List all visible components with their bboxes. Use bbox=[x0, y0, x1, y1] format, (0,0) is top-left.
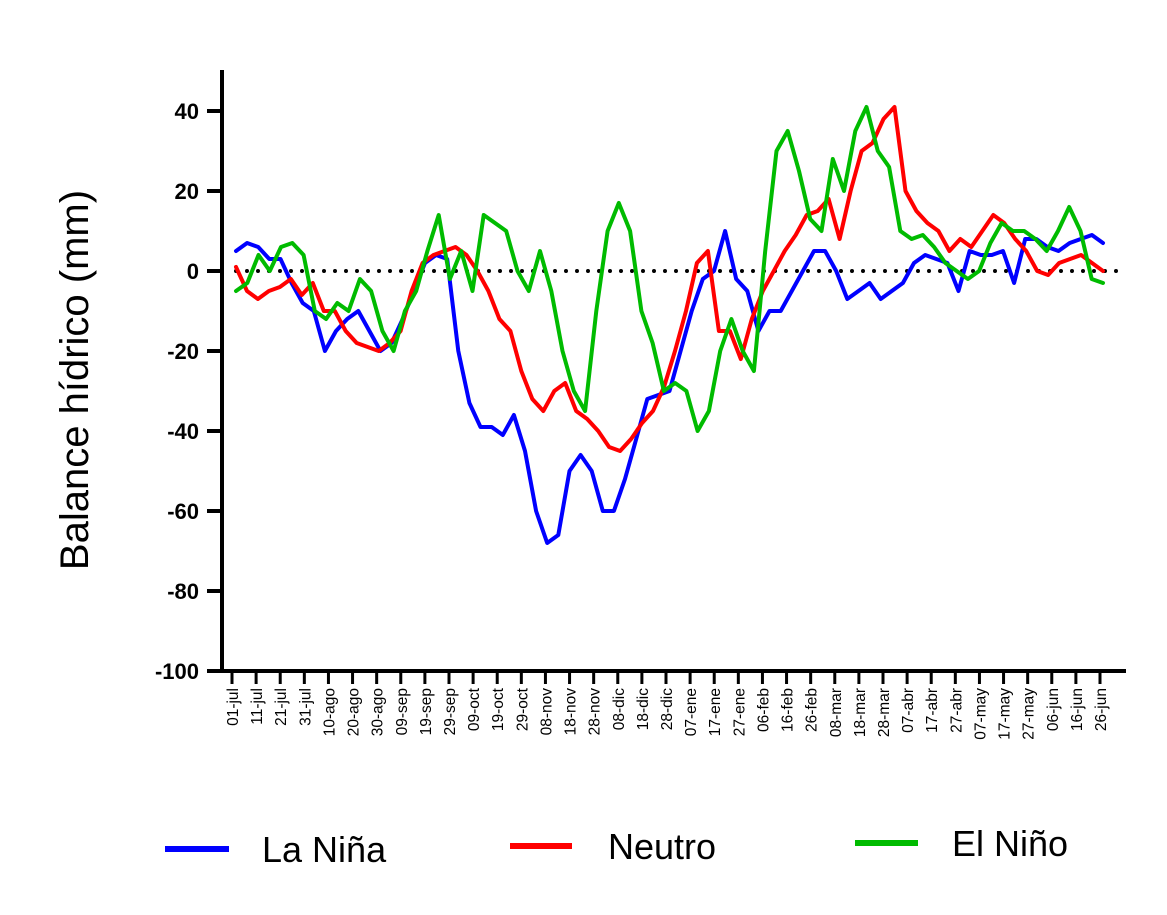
x-tick-label: 18-mar bbox=[852, 688, 869, 737]
x-tick-label: 27-abr bbox=[948, 688, 965, 733]
x-tick-label: 21-jul bbox=[273, 688, 290, 726]
series-line-3 bbox=[234, 105, 1105, 433]
y-tick-label: -60 bbox=[167, 499, 199, 524]
x-tick-label: 26-jun bbox=[1093, 688, 1110, 731]
x-tick-label: 30-ago bbox=[370, 688, 387, 736]
x-tick-label: 07-ene bbox=[683, 688, 700, 736]
axes bbox=[220, 70, 1126, 673]
x-tick-label: 29-sep bbox=[442, 688, 459, 735]
x-tick-label: 27-may bbox=[1021, 688, 1038, 740]
legend-label-2: Neutro bbox=[608, 826, 716, 867]
x-tick-label: 07-abr bbox=[900, 688, 917, 733]
y-tick-label: 0 bbox=[187, 259, 199, 284]
y-axis-label: Balance hídrico (mm) bbox=[53, 190, 97, 570]
x-tick-label: 08-mar bbox=[828, 688, 845, 737]
y-tick-label: -100 bbox=[155, 659, 199, 684]
x-tick-label: 19-sep bbox=[418, 688, 435, 735]
series-lines bbox=[234, 105, 1105, 545]
x-tick-label: 19-oct bbox=[490, 687, 507, 731]
x-tick-label: 01-jul bbox=[225, 688, 242, 726]
x-tick-label: 08-nov bbox=[538, 688, 555, 736]
y-tick-label: -20 bbox=[167, 339, 199, 364]
x-tick-label: 28-nov bbox=[587, 688, 604, 736]
y-tick-label: 40 bbox=[175, 99, 199, 124]
x-tick-label: 18-dic bbox=[635, 688, 652, 730]
x-tick-label: 18-nov bbox=[563, 688, 580, 736]
x-tick-label: 28-dic bbox=[659, 688, 676, 730]
x-tick-label: 06-jun bbox=[1045, 688, 1062, 731]
x-tick-label: 29-oct bbox=[514, 687, 531, 731]
x-tick-label: 10-ago bbox=[321, 688, 338, 736]
x-tick-label: 11-jul bbox=[249, 688, 266, 725]
x-tick-label: 20-ago bbox=[346, 688, 363, 736]
y-ticks: 40 20 0 -20 -40 -60 -80 -100 bbox=[155, 99, 222, 684]
x-tick-label: 16-jun bbox=[1069, 688, 1086, 731]
y-tick-label: 20 bbox=[175, 179, 199, 204]
x-tick-label: 16-feb bbox=[780, 688, 797, 732]
x-tick-label: 27-ene bbox=[731, 688, 748, 736]
x-ticks: 01-jul 11-jul 21-jul 31-jul 10-ago 20-ago 30-a… bbox=[225, 671, 1110, 740]
legend: La Niña Neutro El Niño bbox=[165, 823, 1068, 870]
x-tick-label: 17-abr bbox=[924, 688, 941, 733]
series-line-2 bbox=[234, 105, 1105, 453]
x-tick-label: 31-jul bbox=[297, 688, 314, 726]
x-tick-label: 17-may bbox=[997, 688, 1014, 740]
legend-label-1: La Niña bbox=[262, 829, 387, 870]
x-tick-label: 17-ene bbox=[707, 688, 724, 736]
x-tick-label: 28-mar bbox=[876, 688, 893, 737]
x-tick-label: 26-feb bbox=[804, 688, 821, 732]
x-tick-label: 07-may bbox=[972, 688, 989, 740]
y-tick-label: -40 bbox=[167, 419, 199, 444]
x-tick-label: 09-sep bbox=[394, 688, 411, 735]
x-tick-label: 08-dic bbox=[611, 688, 628, 730]
x-tick-label: 09-oct bbox=[466, 687, 483, 731]
x-tick-label: 06-feb bbox=[755, 688, 772, 732]
y-tick-label: -80 bbox=[167, 579, 199, 604]
legend-label-3: El Niño bbox=[952, 823, 1068, 864]
